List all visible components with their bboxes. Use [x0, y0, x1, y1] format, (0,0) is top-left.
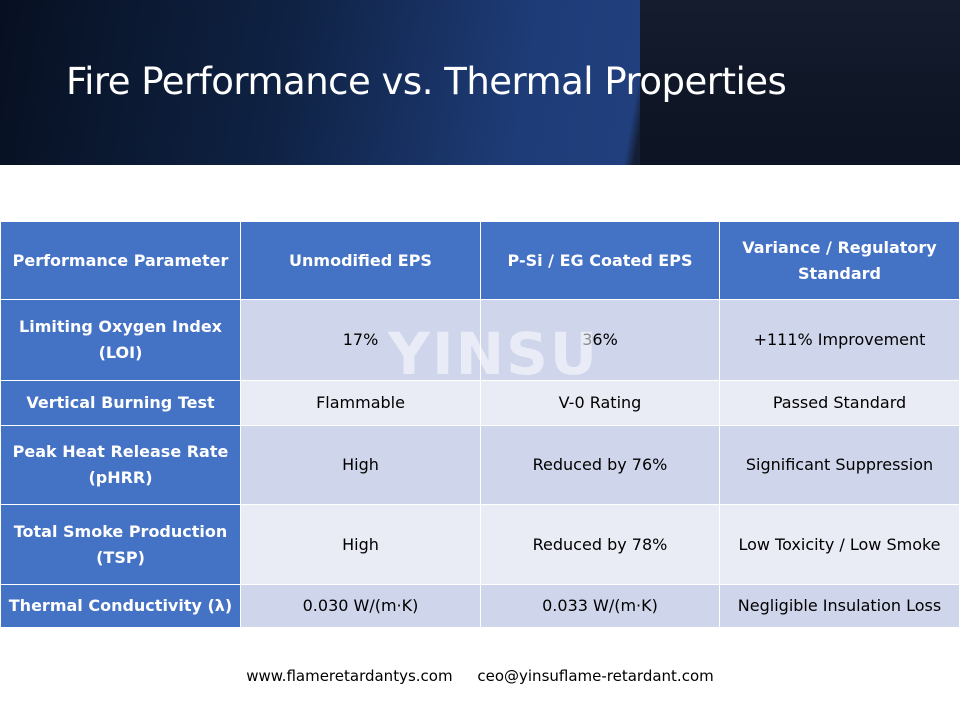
table-cell: Reduced by 78% [480, 504, 720, 585]
comparison-table: Performance Parameter Unmodified EPS P-S… [0, 221, 960, 628]
table-row: Limiting Oxygen Index (LOI) 17% 36% +111… [0, 299, 960, 381]
row-label: Limiting Oxygen Index (LOI) [0, 299, 241, 381]
table-row: Peak Heat Release Rate (pHRR) High Reduc… [0, 425, 960, 505]
header-unmodified-eps: Unmodified EPS [240, 221, 481, 300]
row-label: Total Smoke Production (TSP) [0, 504, 241, 585]
table-cell: 0.033 W/(m·K) [480, 584, 720, 628]
table-cell: Passed Standard [719, 380, 960, 426]
table-cell: High [240, 425, 481, 505]
header-coated-eps: P-Si / EG Coated EPS [480, 221, 720, 300]
table-cell: Negligible Insulation Loss [719, 584, 960, 628]
footer-email: ceo@yinsuflame-retardant.com [477, 667, 714, 685]
table-header-row: Performance Parameter Unmodified EPS P-S… [0, 221, 960, 300]
table-cell: Flammable [240, 380, 481, 426]
banner-dark-panel [640, 0, 960, 165]
table-cell: High [240, 504, 481, 585]
row-label: Thermal Conductivity (λ) [0, 584, 241, 628]
table-cell: V-0 Rating [480, 380, 720, 426]
table-cell: Significant Suppression [719, 425, 960, 505]
table-cell: Low Toxicity / Low Smoke [719, 504, 960, 585]
table-cell: +111% Improvement [719, 299, 960, 381]
header-variance-standard: Variance / Regulatory Standard [719, 221, 960, 300]
table-cell: 36% [480, 299, 720, 381]
table-cell: 0.030 W/(m·K) [240, 584, 481, 628]
table-cell: 17% [240, 299, 481, 381]
table-row: Thermal Conductivity (λ) 0.030 W/(m·K) 0… [0, 584, 960, 628]
header-performance-parameter: Performance Parameter [0, 221, 241, 300]
table-cell: Reduced by 76% [480, 425, 720, 505]
row-label: Peak Heat Release Rate (pHRR) [0, 425, 241, 505]
footer-website: www.flameretardantys.com [246, 667, 453, 685]
slide-title: Fire Performance vs. Thermal Properties [66, 60, 787, 103]
row-label: Vertical Burning Test [0, 380, 241, 426]
footer: www.flameretardantys.com ceo@yinsuflame-… [0, 667, 960, 685]
table-row: Vertical Burning Test Flammable V-0 Rati… [0, 380, 960, 426]
table-row: Total Smoke Production (TSP) High Reduce… [0, 504, 960, 585]
